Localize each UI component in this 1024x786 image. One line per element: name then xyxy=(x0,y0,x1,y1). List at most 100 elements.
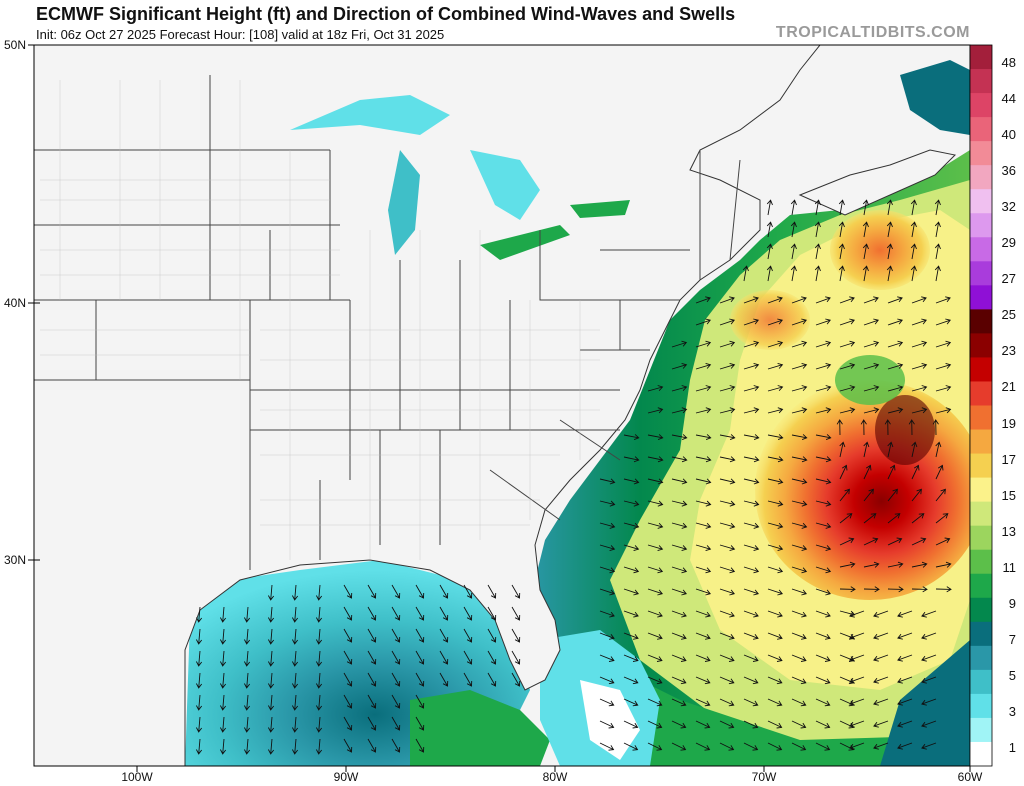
direction-arrow xyxy=(790,199,797,216)
direction-arrow xyxy=(391,650,401,665)
direction-arrow xyxy=(839,586,856,593)
direction-arrow xyxy=(814,221,821,238)
direction-arrow xyxy=(934,199,941,216)
colorbar-swatch xyxy=(970,309,992,334)
direction-arrow xyxy=(767,500,784,507)
direction-arrow xyxy=(463,650,473,665)
colorbar-swatch xyxy=(970,357,992,382)
direction-arrow xyxy=(815,676,831,685)
direction-arrow xyxy=(767,522,784,529)
direction-arrow xyxy=(863,513,877,524)
direction-arrow xyxy=(849,654,865,662)
direction-arrow xyxy=(815,566,832,574)
direction-arrow xyxy=(343,738,353,753)
direction-arrow xyxy=(367,672,377,687)
lat-label-40n: 40N xyxy=(4,296,27,310)
direction-arrow xyxy=(897,720,913,728)
direction-arrow xyxy=(623,566,640,574)
direction-arrow xyxy=(743,407,760,414)
direction-arrow xyxy=(695,588,711,596)
direction-arrow xyxy=(767,654,783,662)
direction-arrow xyxy=(671,698,687,707)
direction-arrow xyxy=(863,464,872,480)
colorbar-tick: 48 xyxy=(1001,55,1016,71)
direction-arrow xyxy=(911,586,928,593)
direction-arrow xyxy=(719,698,735,707)
direction-arrow xyxy=(911,537,927,546)
direction-arrow xyxy=(647,720,663,729)
direction-arrow xyxy=(244,738,251,755)
direction-arrow xyxy=(838,221,845,238)
direction-arrow xyxy=(932,419,939,436)
direction-arrow xyxy=(647,522,664,529)
direction-arrow xyxy=(863,296,879,304)
direction-arrow xyxy=(599,500,616,507)
direction-arrow xyxy=(695,566,712,574)
direction-arrow xyxy=(719,296,735,304)
direction-arrow xyxy=(863,318,879,326)
direction-arrow xyxy=(743,742,759,751)
direction-arrow xyxy=(599,522,616,529)
direction-arrow xyxy=(815,478,832,485)
direction-arrow xyxy=(463,584,473,599)
direction-arrow xyxy=(599,676,615,685)
colorbar-tick: 36 xyxy=(1001,163,1016,179)
direction-arrow xyxy=(292,738,299,755)
direction-arrow xyxy=(623,434,640,441)
direction-arrow xyxy=(671,456,688,463)
direction-arrow xyxy=(268,716,275,733)
direction-arrow xyxy=(511,584,521,599)
direction-arrow xyxy=(671,654,687,662)
direction-arrow xyxy=(791,654,807,662)
axis-ticks xyxy=(28,44,971,772)
direction-arrow xyxy=(815,434,832,441)
direction-arrow xyxy=(839,407,856,414)
direction-arrow xyxy=(439,606,449,621)
direction-arrow xyxy=(647,698,663,707)
lat-label-50n: 50N xyxy=(4,38,27,52)
direction-arrow xyxy=(671,522,688,529)
colorbar-swatch xyxy=(970,261,992,286)
lon-label-60w: 60W xyxy=(957,770,983,784)
direction-arrow xyxy=(921,654,937,662)
colorbar-swatch xyxy=(970,525,992,551)
direction-arrow xyxy=(767,296,783,304)
direction-arrow xyxy=(897,654,913,662)
colorbar-tick: 23 xyxy=(1001,343,1016,359)
direction-arrow xyxy=(791,456,808,463)
direction-arrow xyxy=(292,584,299,601)
direction-arrow xyxy=(767,610,783,618)
direction-arrow xyxy=(695,676,711,685)
direction-arrow xyxy=(863,488,874,502)
direction-arrow xyxy=(935,586,952,593)
direction-arrow xyxy=(196,606,203,623)
direction-arrow xyxy=(671,720,687,729)
direction-arrow xyxy=(743,362,760,370)
direction-arrow xyxy=(766,265,773,282)
direction-arrow xyxy=(791,588,807,596)
direction-arrow xyxy=(719,654,735,662)
direction-arrow xyxy=(695,340,712,348)
colorbar-tick: 9 xyxy=(1008,595,1016,611)
green-pocket xyxy=(835,355,905,405)
direction-arrow xyxy=(391,584,401,599)
direction-arrow xyxy=(839,296,855,304)
direction-arrow xyxy=(935,318,951,326)
direction-arrow xyxy=(647,544,664,552)
direction-arrow xyxy=(911,561,928,568)
direction-arrow xyxy=(815,500,832,507)
direction-arrow xyxy=(391,606,401,621)
direction-arrow xyxy=(921,676,937,684)
direction-arrow xyxy=(220,738,227,755)
colorbar-swatch xyxy=(970,405,992,431)
direction-arrow xyxy=(815,632,831,640)
direction-arrow xyxy=(599,544,616,552)
direction-arrow xyxy=(623,456,640,463)
direction-arrow xyxy=(671,362,688,370)
direction-arrow xyxy=(343,628,353,643)
direction-arrow xyxy=(935,513,949,524)
colorbar-swatch xyxy=(970,453,992,479)
direction-arrow xyxy=(849,632,865,640)
direction-arrow xyxy=(886,265,893,282)
direction-arrow xyxy=(719,362,736,370)
